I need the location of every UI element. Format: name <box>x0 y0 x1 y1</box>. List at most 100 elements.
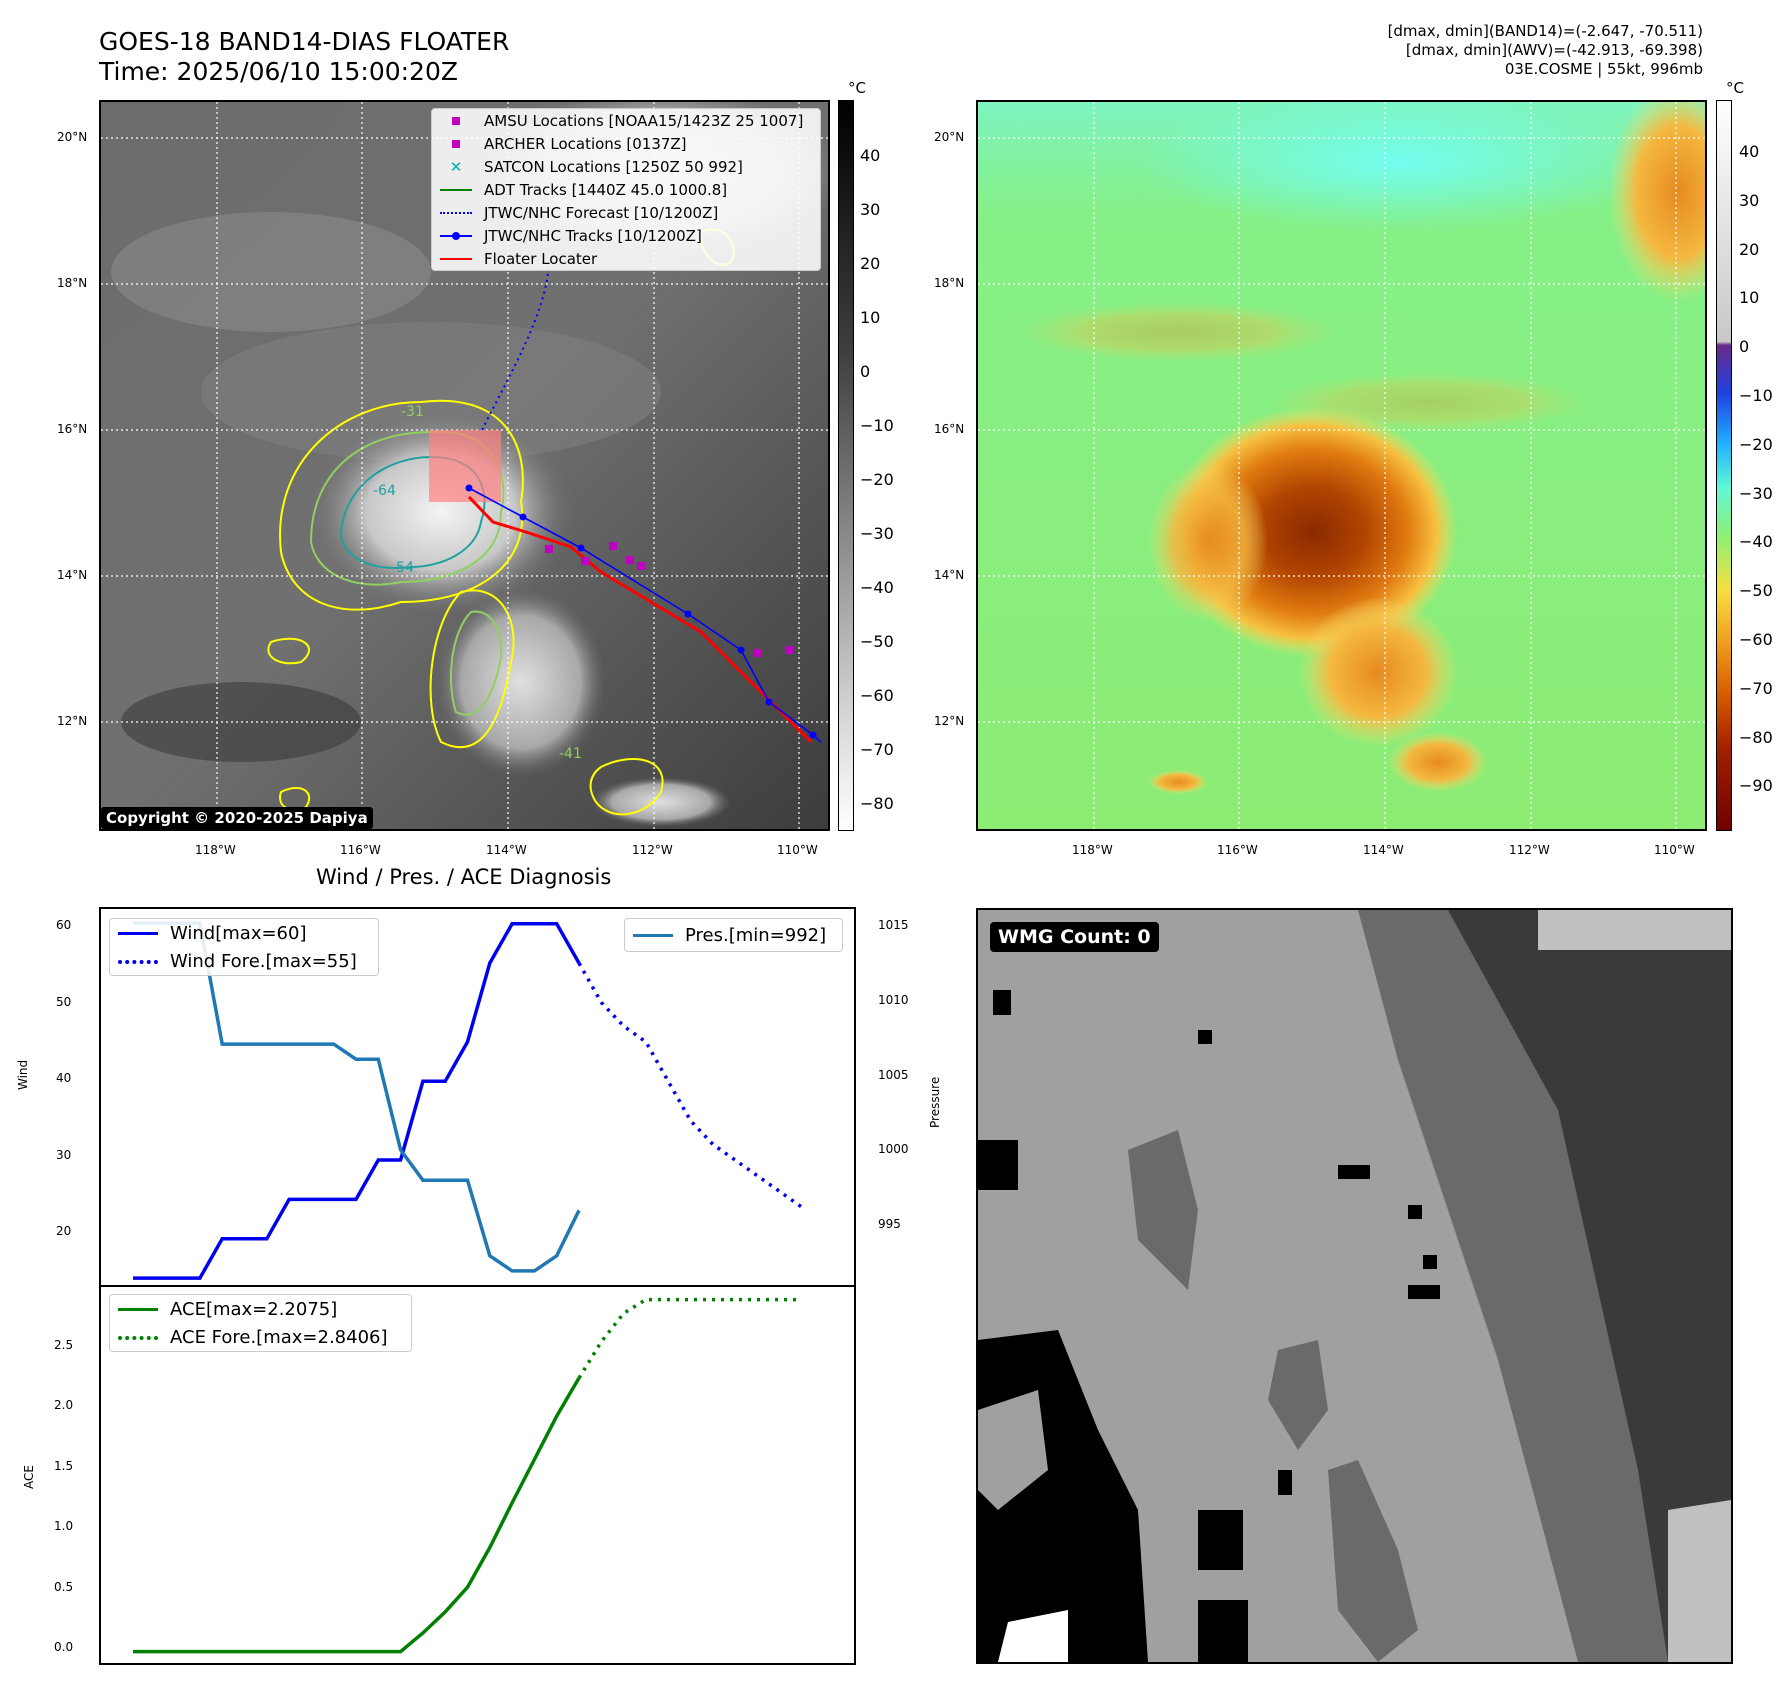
legend-jtwc-forecast: JTWC/NHC Forecast [10/1200Z] <box>432 201 820 224</box>
colorbar-left-label: −20 <box>860 470 894 489</box>
svg-text:-41: -41 <box>559 746 582 762</box>
solid-line-icon <box>116 923 160 943</box>
pressure-tick: 995 <box>878 1217 901 1231</box>
lat-tick: 18°N <box>934 276 965 290</box>
lon-tick: 110°W <box>777 843 818 857</box>
solid-line-icon <box>116 1299 160 1319</box>
legend-wind-fore: Wind Fore.[max=55] <box>110 947 378 975</box>
lon-tick: 112°W <box>1509 843 1550 857</box>
colorbar-right-label: 0 <box>1739 337 1750 356</box>
colorbar-right <box>1716 100 1732 831</box>
dotted-line-icon <box>116 1327 160 1347</box>
wind-tick: 50 <box>56 995 72 1009</box>
lon-tick: 116°W <box>340 843 381 857</box>
title-line1: GOES-18 BAND14-DIAS FLOATER <box>99 27 510 56</box>
colorbar-right-label: −80 <box>1739 728 1773 747</box>
wind-legend: Wind[max=60] Wind Fore.[max=55] <box>109 918 379 976</box>
colorbar-right-label: −50 <box>1739 581 1773 600</box>
colorbar-right-label: −60 <box>1739 630 1773 649</box>
line-dot-icon <box>438 226 474 246</box>
colorbar-right-label: 10 <box>1739 288 1760 307</box>
x-marker-icon: ✕ <box>449 157 463 176</box>
colorbar-right-unit: °C <box>1726 79 1744 97</box>
ace-tick: 2.0 <box>54 1398 74 1412</box>
wind-tick: 20 <box>56 1224 72 1238</box>
colorbar-right-label: −40 <box>1739 532 1773 551</box>
wmg-panel: WMG Count: 0 <box>976 908 1733 1664</box>
ace-tick: 0.5 <box>54 1580 74 1594</box>
lat-tick: 16°N <box>934 422 965 436</box>
copyright-label: Copyright © 2020-2025 Dapiya <box>101 807 373 829</box>
ace-tick: 1.5 <box>54 1459 74 1473</box>
wind-tick: 40 <box>56 1071 72 1085</box>
pressure-tick: 1005 <box>878 1068 909 1082</box>
legend-pres: Pres.[min=992] <box>625 919 842 951</box>
legend-jtwc-tracks: JTWC/NHC Tracks [10/1200Z] <box>432 224 820 247</box>
colorbar-left-unit: °C <box>848 79 866 97</box>
colorbar-right-label: 20 <box>1739 240 1760 259</box>
ir-map-panel: -31 -64 -54 -41 AMSU Locations [NOAA15/1… <box>99 100 830 831</box>
awv-map-panel <box>976 100 1707 831</box>
info-awv-range: [dmax, dmin](AWV)=(-42.913, -69.398) <box>1405 41 1703 59</box>
legend-adt: ADT Tracks [1440Z 45.0 1000.8] <box>432 178 820 201</box>
colorbar-left-label: −30 <box>860 524 894 543</box>
colorbar-right-label: −90 <box>1739 776 1773 795</box>
colorbar-left-label: 20 <box>860 254 881 273</box>
square-marker-icon <box>438 111 474 131</box>
legend-archer: ARCHER Locations [0137Z] <box>432 132 820 155</box>
colorbar-right-label: 40 <box>1739 142 1760 161</box>
colorbar-left-label: −50 <box>860 632 894 651</box>
lon-tick: 114°W <box>1363 843 1404 857</box>
colorbar-right-label: −20 <box>1739 435 1773 454</box>
wind-tick: 60 <box>56 918 72 932</box>
line-marker-icon <box>438 249 474 269</box>
pressure-axis-label: Pressure <box>928 1076 942 1128</box>
wind-tick: 30 <box>56 1148 72 1162</box>
colorbar-left-label: 30 <box>860 200 881 219</box>
wmg-count-badge: WMG Count: 0 <box>990 922 1159 952</box>
legend-satcon: ✕ SATCON Locations [1250Z 50 992] <box>432 155 820 178</box>
pressure-legend: Pres.[min=992] <box>624 918 843 952</box>
ace-axis-label: ACE <box>22 1465 36 1489</box>
legend-ace: ACE[max=2.2075] <box>110 1295 411 1323</box>
svg-text:-64: -64 <box>373 483 396 499</box>
colorbar-left-label: −70 <box>860 740 894 759</box>
wmg-image <box>978 910 1731 1662</box>
solid-line-icon <box>631 925 675 945</box>
colorbar-right-label: −10 <box>1739 386 1773 405</box>
lat-tick: 14°N <box>57 568 88 582</box>
wind-series-line <box>133 922 581 1280</box>
lat-tick: 12°N <box>934 714 965 728</box>
lon-tick: 112°W <box>632 843 673 857</box>
ace-forecast-series-line <box>577 1297 802 1379</box>
lon-tick: 118°W <box>1072 843 1113 857</box>
info-storm-status: 03E.COSME | 55kt, 996mb <box>1504 60 1703 78</box>
wind-forecast-series-line <box>577 962 804 1209</box>
legend-floater: Floater Locater <box>432 247 820 270</box>
pressure-tick: 1000 <box>878 1142 909 1156</box>
colorbar-left-label: 10 <box>860 308 881 327</box>
lat-tick: 20°N <box>934 130 965 144</box>
pressure-tick: 1015 <box>878 918 909 932</box>
legend-wind: Wind[max=60] <box>110 919 378 947</box>
dotted-line-icon <box>116 951 160 971</box>
ace-tick: 2.5 <box>54 1338 74 1352</box>
wind-axis-label: Wind <box>16 1059 30 1090</box>
pressure-tick: 1010 <box>878 993 909 1007</box>
lon-tick: 118°W <box>195 843 236 857</box>
colorbar-left-label: −80 <box>860 794 894 813</box>
ace-series-line <box>133 1377 581 1654</box>
colorbar-left-label: 40 <box>860 146 881 165</box>
lat-tick: 18°N <box>57 276 88 290</box>
legend-amsu: AMSU Locations [NOAA15/1423Z 25 1007] <box>432 109 820 132</box>
map-legend: AMSU Locations [NOAA15/1423Z 25 1007] AR… <box>431 108 821 271</box>
awv-map-image <box>978 102 1705 829</box>
colorbar-right-label: −30 <box>1739 484 1773 503</box>
lon-tick: 114°W <box>486 843 527 857</box>
svg-text:-54: -54 <box>391 560 414 576</box>
diagnosis-title: Wind / Pres. / ACE Diagnosis <box>316 865 612 889</box>
lat-tick: 12°N <box>57 714 88 728</box>
legend-ace-fore: ACE Fore.[max=2.8406] <box>110 1323 411 1351</box>
colorbar-left-label: −40 <box>860 578 894 597</box>
lat-tick: 14°N <box>934 568 965 582</box>
